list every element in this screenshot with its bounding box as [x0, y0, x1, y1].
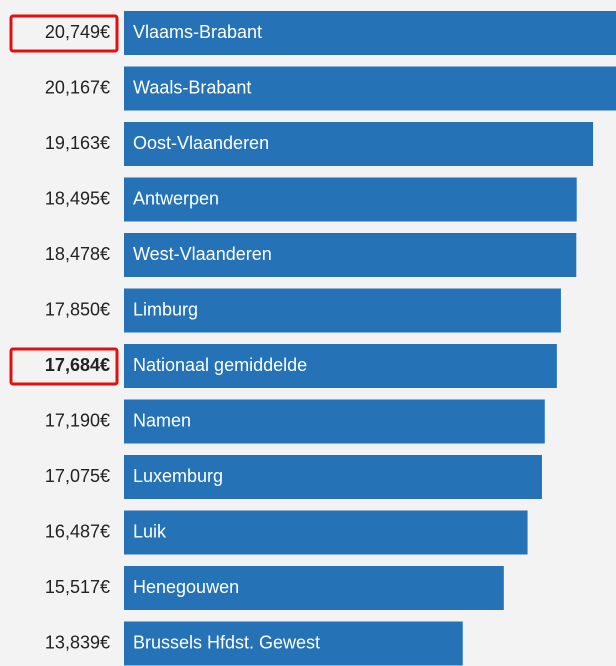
value-label: 20,749€ [45, 22, 110, 42]
bar [124, 177, 577, 222]
value-label: 17,075€ [45, 466, 110, 486]
bar [124, 621, 463, 666]
value-label: 16,487€ [45, 521, 110, 541]
bar-label: Brussels Hfdst. Gewest [133, 632, 320, 652]
value-label: 15,517€ [45, 577, 110, 597]
highlight-box [9, 347, 119, 386]
bar [124, 566, 504, 610]
bar [124, 11, 616, 55]
value-label: 19,163€ [45, 133, 110, 153]
value-label: 13,839€ [45, 632, 110, 652]
bar [124, 344, 557, 388]
bar-label: Waals-Brabant [133, 77, 251, 97]
value-label: 17,190€ [45, 410, 110, 430]
bar-label: Luxemburg [133, 466, 223, 486]
bar-label: West-Vlaanderen [133, 244, 272, 264]
bar-label: Henegouwen [133, 577, 239, 597]
highlight-box [9, 14, 119, 53]
bar [124, 233, 577, 277]
bar-label: Vlaams-Brabant [133, 22, 262, 42]
bar-label: Namen [133, 410, 191, 430]
value-label: 18,495€ [45, 188, 110, 208]
bar [124, 288, 561, 333]
bar-label: Antwerpen [133, 188, 219, 208]
value-label: 18,478€ [45, 244, 110, 264]
bar-label: Nationaal gemiddelde [133, 355, 307, 375]
bar [124, 510, 528, 555]
bar [124, 66, 616, 111]
bar-label: Luik [133, 521, 167, 541]
bar [124, 399, 545, 444]
value-label: 17,850€ [45, 299, 110, 319]
bar-label: Oost-Vlaanderen [133, 133, 269, 153]
bar [124, 122, 594, 166]
value-label: 20,167€ [45, 77, 110, 97]
bar-label: Limburg [133, 299, 198, 319]
value-label: 17,684€ [45, 355, 110, 375]
bar [124, 455, 542, 499]
